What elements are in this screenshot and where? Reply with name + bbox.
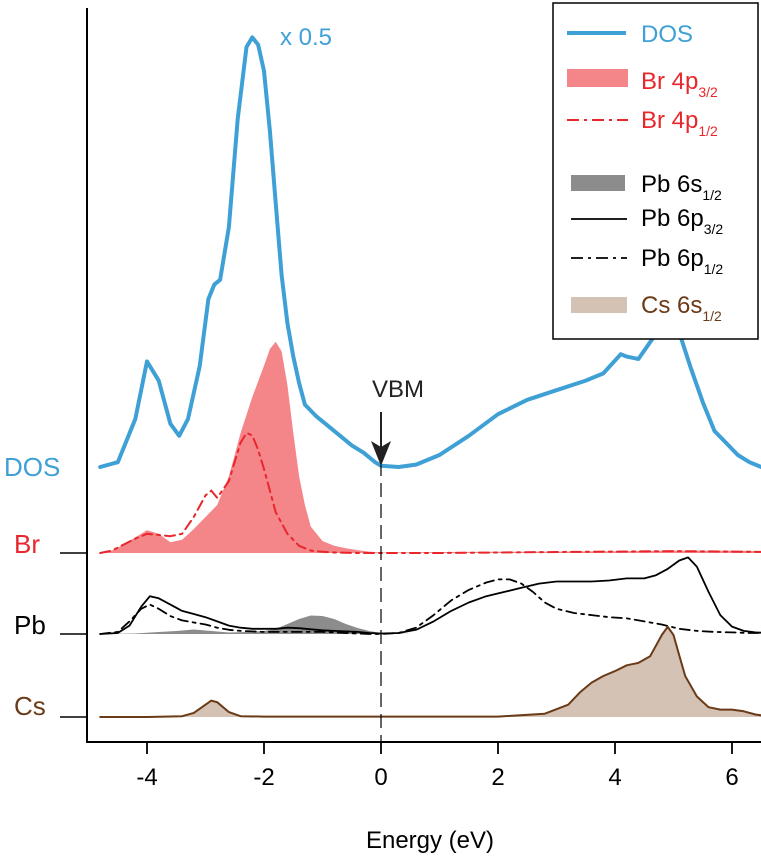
legend-swatch-pb6s — [571, 175, 625, 191]
legend-swatch-cs6s — [571, 297, 627, 313]
series-pb6p32 — [99, 556, 761, 635]
legend-label-br32: Br 4p3/2 — [641, 68, 718, 100]
series-cs6s — [100, 626, 761, 717]
legend: DOS Br 4p3/2 Br 4p1/2 Pb 6s1/2 Pb 6p3/2 … — [552, 2, 759, 340]
row-label-cs: Cs — [14, 691, 46, 721]
legend-label-pb6p32: Pb 6p3/2 — [641, 205, 723, 237]
legend-label-pb6s: Pb 6s1/2 — [641, 171, 722, 203]
x-tick-label: 4 — [608, 764, 621, 791]
legend-label-dos: DOS — [641, 21, 693, 48]
legend-label-cs6s: Cs 6s1/2 — [641, 292, 722, 324]
fill-layer — [100, 341, 761, 717]
x-tick-label: 2 — [491, 764, 504, 791]
row-label-dos: DOS — [4, 452, 60, 482]
x-tick-label: -2 — [253, 764, 274, 791]
series-pb6s — [100, 615, 761, 634]
series-br32 — [100, 341, 761, 553]
x-tick-label: 0 — [374, 764, 387, 791]
x-tick-label: 6 — [725, 764, 738, 791]
legend-label-pb6p12: Pb 6p1/2 — [641, 245, 723, 277]
series-br12 — [99, 432, 761, 554]
legend-label-br12: Br 4p1/2 — [641, 107, 718, 139]
legend-box — [552, 2, 759, 340]
row-labels: DOS Br Pb Cs — [4, 452, 86, 721]
x-ticks: -4 -2 0 2 4 6 — [136, 742, 739, 791]
series-cs6s_line — [99, 625, 761, 718]
legend-swatch-br32 — [567, 69, 628, 87]
vbm-label: VBM — [372, 376, 424, 403]
vbm-arrow-head — [371, 441, 391, 466]
scale-annotation: x 0.5 — [280, 24, 332, 51]
series-pb6p12 — [99, 578, 761, 635]
x-tick-label: -4 — [136, 764, 157, 791]
row-label-pb: Pb — [14, 610, 46, 640]
row-label-br: Br — [14, 529, 40, 559]
x-axis-label: Energy (eV) — [366, 827, 494, 854]
